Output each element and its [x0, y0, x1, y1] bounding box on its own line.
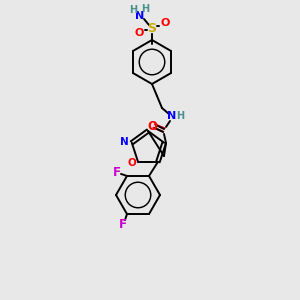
Text: O: O [160, 18, 170, 28]
Text: N: N [135, 11, 145, 21]
Text: F: F [113, 167, 121, 179]
Text: F: F [119, 218, 127, 231]
Text: N: N [167, 111, 177, 121]
Text: N: N [121, 137, 129, 147]
Text: H: H [141, 4, 149, 14]
Text: H: H [176, 111, 184, 121]
Text: O: O [134, 28, 144, 38]
Text: H: H [129, 5, 137, 15]
Text: O: O [147, 119, 157, 133]
Text: O: O [128, 158, 136, 168]
Text: S: S [148, 22, 157, 34]
